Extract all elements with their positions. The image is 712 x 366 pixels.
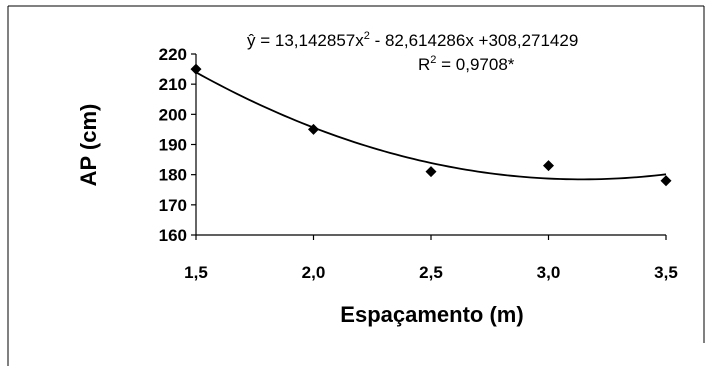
x-tick-label: 3,0	[537, 263, 561, 282]
trend-curve	[195, 71, 667, 181]
r-squared-label: R2 = 0,9708*	[418, 54, 515, 74]
r2-exponent: 2	[430, 54, 436, 66]
y-tick-label: 160	[159, 226, 187, 245]
y-tick-label: 180	[159, 166, 187, 185]
x-tick-label: 1,5	[184, 263, 208, 282]
equation-suffix: - 82,614286x +308,271429	[370, 31, 578, 50]
x-axis-title: Espaçamento (m)	[340, 302, 523, 327]
data-point	[308, 123, 319, 135]
data-point	[425, 166, 437, 178]
equation-prefix: ŷ = 13,142857x	[247, 31, 364, 50]
data-point	[660, 175, 672, 187]
equation-exponent: 2	[364, 30, 370, 42]
y-tick-label: 170	[159, 196, 187, 215]
x-tick-label: 2,5	[419, 263, 443, 282]
y-tick-label: 210	[159, 75, 187, 94]
r2-prefix: R	[418, 55, 430, 74]
data-point	[190, 63, 202, 75]
data-point	[543, 160, 554, 172]
r2-suffix: = 0,9708*	[436, 55, 514, 74]
y-tick-label: 220	[159, 45, 187, 64]
x-tick-label: 3,5	[654, 263, 678, 282]
regression-equation: ŷ = 13,142857x2 - 82,614286x +308,271429	[247, 30, 578, 50]
y-tick-label: 190	[159, 136, 187, 155]
y-tick-label: 200	[159, 105, 187, 124]
x-tick-label: 2,0	[302, 263, 326, 282]
y-axis-title: AP (cm)	[76, 104, 101, 187]
